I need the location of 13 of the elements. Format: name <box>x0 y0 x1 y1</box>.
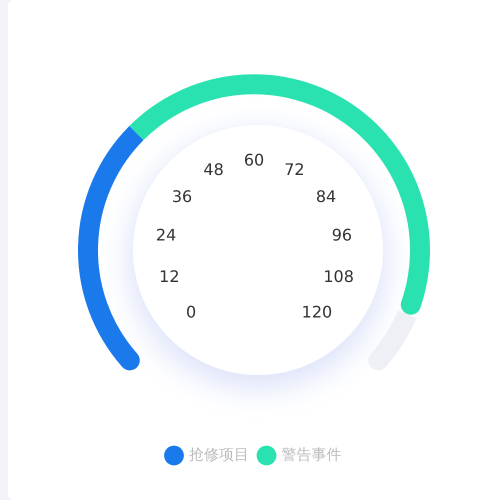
text: 24 <box>156 226 176 245</box>
text: 60 <box>244 150 264 170</box>
text: 36 <box>172 187 192 206</box>
text: 12 <box>159 266 180 286</box>
text: 48 <box>203 160 224 180</box>
text: 84 <box>316 187 336 206</box>
text: 0 <box>186 302 196 322</box>
legend-label: 警告事件 <box>282 445 342 464</box>
text: 120 <box>302 302 332 322</box>
text: 96 <box>332 226 352 245</box>
text: 108 <box>323 266 354 286</box>
text: 72 <box>284 160 305 180</box>
legend-label: 抢修项目 <box>189 445 249 464</box>
